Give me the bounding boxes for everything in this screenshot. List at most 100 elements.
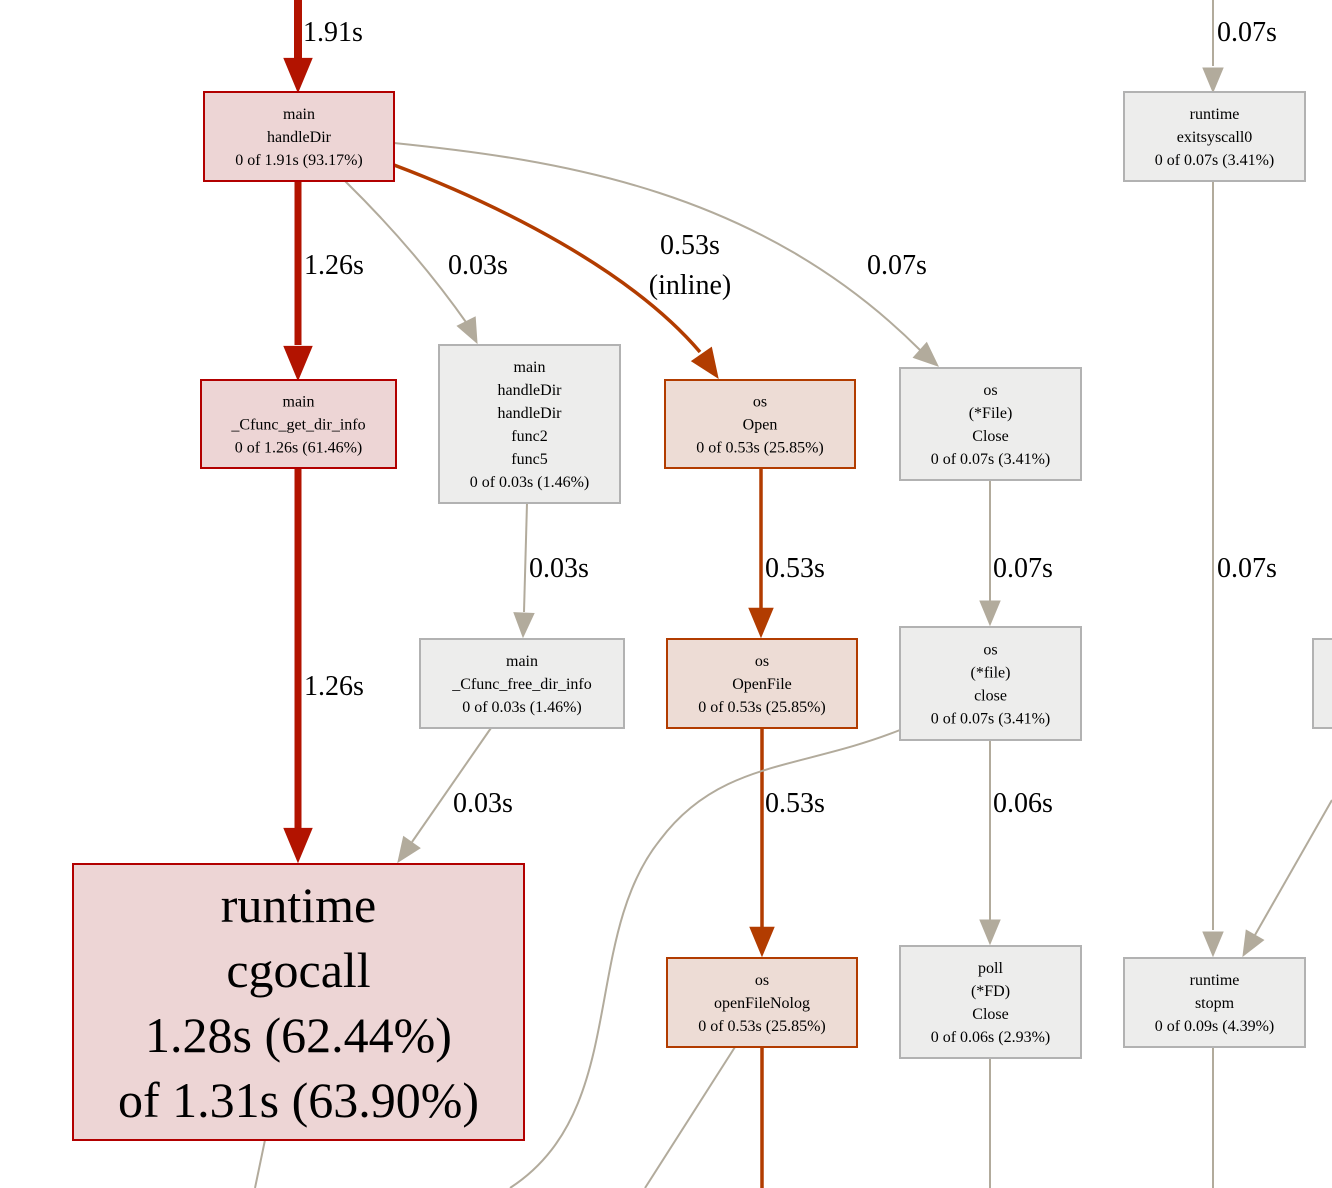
arrowhead-icon [283,827,313,864]
node-partial_right[interactable] [1312,638,1332,729]
node-label: openFileNolog [714,995,810,1012]
node-label: handleDir [267,129,332,146]
edge-handleDir_to_cfunc_get: 1.26s [283,181,364,382]
arrowhead-icon [690,346,719,380]
edge-partial_to_stopm [1242,799,1332,958]
edge-line [509,729,901,1188]
edge-label: 0.07s [1217,553,1277,584]
node-box [203,91,395,182]
node-label: close [974,688,1007,705]
edge-lower_to_fd_close: 0.06s [979,740,1053,946]
edge-label: 1.26s [304,250,364,281]
edge-line [393,163,702,354]
node-label: main [506,653,538,670]
node-os_openfile[interactable]: os OpenFile 0 of 0.53s (25.85%) [666,638,858,729]
node-label: 0 of 1.91s (93.17%) [235,152,363,169]
node-cfunc_get_dir_info[interactable]: main _Cfunc_get_dir_info 0 of 1.26s (61.46… [200,379,397,469]
arrowhead-icon [456,316,478,345]
edge-cfunc_get_to_cgocall: 1.26s [283,468,364,864]
edge-exitsyscall0_to_stopm: 0.07s [1202,181,1277,958]
node-label: 0 of 0.03s (1.46%) [470,474,590,491]
node-label: OpenFile [732,676,792,693]
node-label: 0 of 0.07s (3.41%) [931,711,1051,728]
edge-nolog_out_cold [644,1046,736,1188]
arrowhead-icon [283,345,313,382]
edge-handleDir_to_file_close: 0.07s [393,142,939,367]
node-cgocall[interactable]: runtime cgocall 1.28s (62.44%) of 1.31s (63… [72,863,525,1141]
node-file_close_lower[interactable]: os (*file) close 0 of 0.07s (3.41%) [899,626,1082,741]
edge-line [344,180,469,326]
edge-label: 0.06s [993,788,1053,819]
edge-label: 0.07s [1217,17,1277,48]
node-os_open[interactable]: os Open 0 of 0.53s (25.85%) [664,379,856,469]
node-file_close[interactable]: os (*File) Close 0 of 0.07s (3.41%) [899,367,1082,481]
arrowhead-icon [1202,67,1224,94]
node-label: 0 of 0.09s (4.39%) [1155,1018,1275,1035]
edge-label: 0.03s [448,250,508,281]
node-label: os [755,653,769,670]
node-label: of 1.31s (63.90%) [118,1072,479,1128]
node-label: runtime [1190,972,1240,989]
node-box [664,379,856,469]
edge-label: 0.07s [993,553,1053,584]
node-label: handleDir [498,405,563,422]
node-label: 0 of 0.06s (2.93%) [931,1029,1051,1046]
node-openFileNolog[interactable]: os openFileNolog 0 of 0.53s (25.85%) [666,957,858,1048]
arrowhead-icon [979,600,1001,627]
arrowhead-icon [749,926,775,958]
node-label: stopm [1195,995,1235,1012]
node-stopm[interactable]: runtime stopm 0 of 0.09s (4.39%) [1123,957,1306,1048]
edge-file_close_to_lower: 0.07s [979,480,1053,627]
edge-free_to_cgocall: 0.03s [397,727,513,864]
edge-label: (inline) [649,270,731,301]
node-label: 0 of 0.53s (25.85%) [696,440,824,457]
arrowhead-icon [912,341,939,367]
edge-line [393,142,921,351]
edge-lower_out [509,729,901,1188]
node-box [899,367,1082,481]
node-box [1123,957,1306,1048]
arrowhead-icon [1242,929,1265,958]
node-label: 0 of 0.53s (25.85%) [698,699,826,716]
node-label: exitsyscall0 [1177,129,1253,146]
edge-in_exitsyscall0: 0.07s [1202,0,1277,94]
node-fd_close[interactable]: poll (*FD) Close 0 of 0.06s (2.93%) [899,945,1082,1059]
arrowhead-icon [513,612,535,639]
node-box [1312,638,1332,729]
node-label: main [283,106,315,123]
node-label: (*file) [971,665,1011,682]
node-box [1123,91,1306,182]
edge-label: 0.53s [660,230,720,261]
edge-handleDir_to_open: 0.53s (inline) [393,163,731,380]
node-box [72,863,525,1141]
node-box [666,957,858,1048]
node-label: poll [978,960,1003,977]
node-label: os [755,972,769,989]
node-label: os [753,394,767,411]
nodes: main handleDir 0 of 1.91s (93.17%) main _Cfu… [72,91,1332,1141]
edge-line [254,1139,266,1188]
node-label: os [983,642,997,659]
node-label: main [514,359,546,376]
node-label: _Cfunc_get_dir_info [230,417,365,434]
arrowhead-icon [397,835,421,864]
node-label: 1.28s (62.44%) [145,1007,452,1063]
node-box [666,638,858,729]
arrowhead-icon [979,919,1001,946]
node-handleDir_func5[interactable]: main handleDir handleDir func2 func5 0 of 0.0… [438,344,621,504]
edge-label: 0.03s [529,553,589,584]
node-label: _Cfunc_free_dir_info [451,676,592,693]
node-label: 0 of 1.26s (61.46%) [235,440,363,457]
node-label: func2 [511,428,547,445]
node-label: runtime [221,877,377,933]
node-box [419,638,625,729]
node-label: main [283,394,315,411]
node-cfunc_free_dir_info[interactable]: main _Cfunc_free_dir_info 0 of 0.03s (1.46… [419,638,625,729]
node-exitsyscall0[interactable]: runtime exitsyscall0 0 of 0.07s (3.41%) [1123,91,1306,182]
node-label: handleDir [498,382,563,399]
node-handleDir[interactable]: main handleDir 0 of 1.91s (93.17%) [203,91,395,182]
arrowhead-icon [1202,931,1224,958]
edge-label: 1.91s [303,17,363,48]
edge-label: 0.53s [765,788,825,819]
